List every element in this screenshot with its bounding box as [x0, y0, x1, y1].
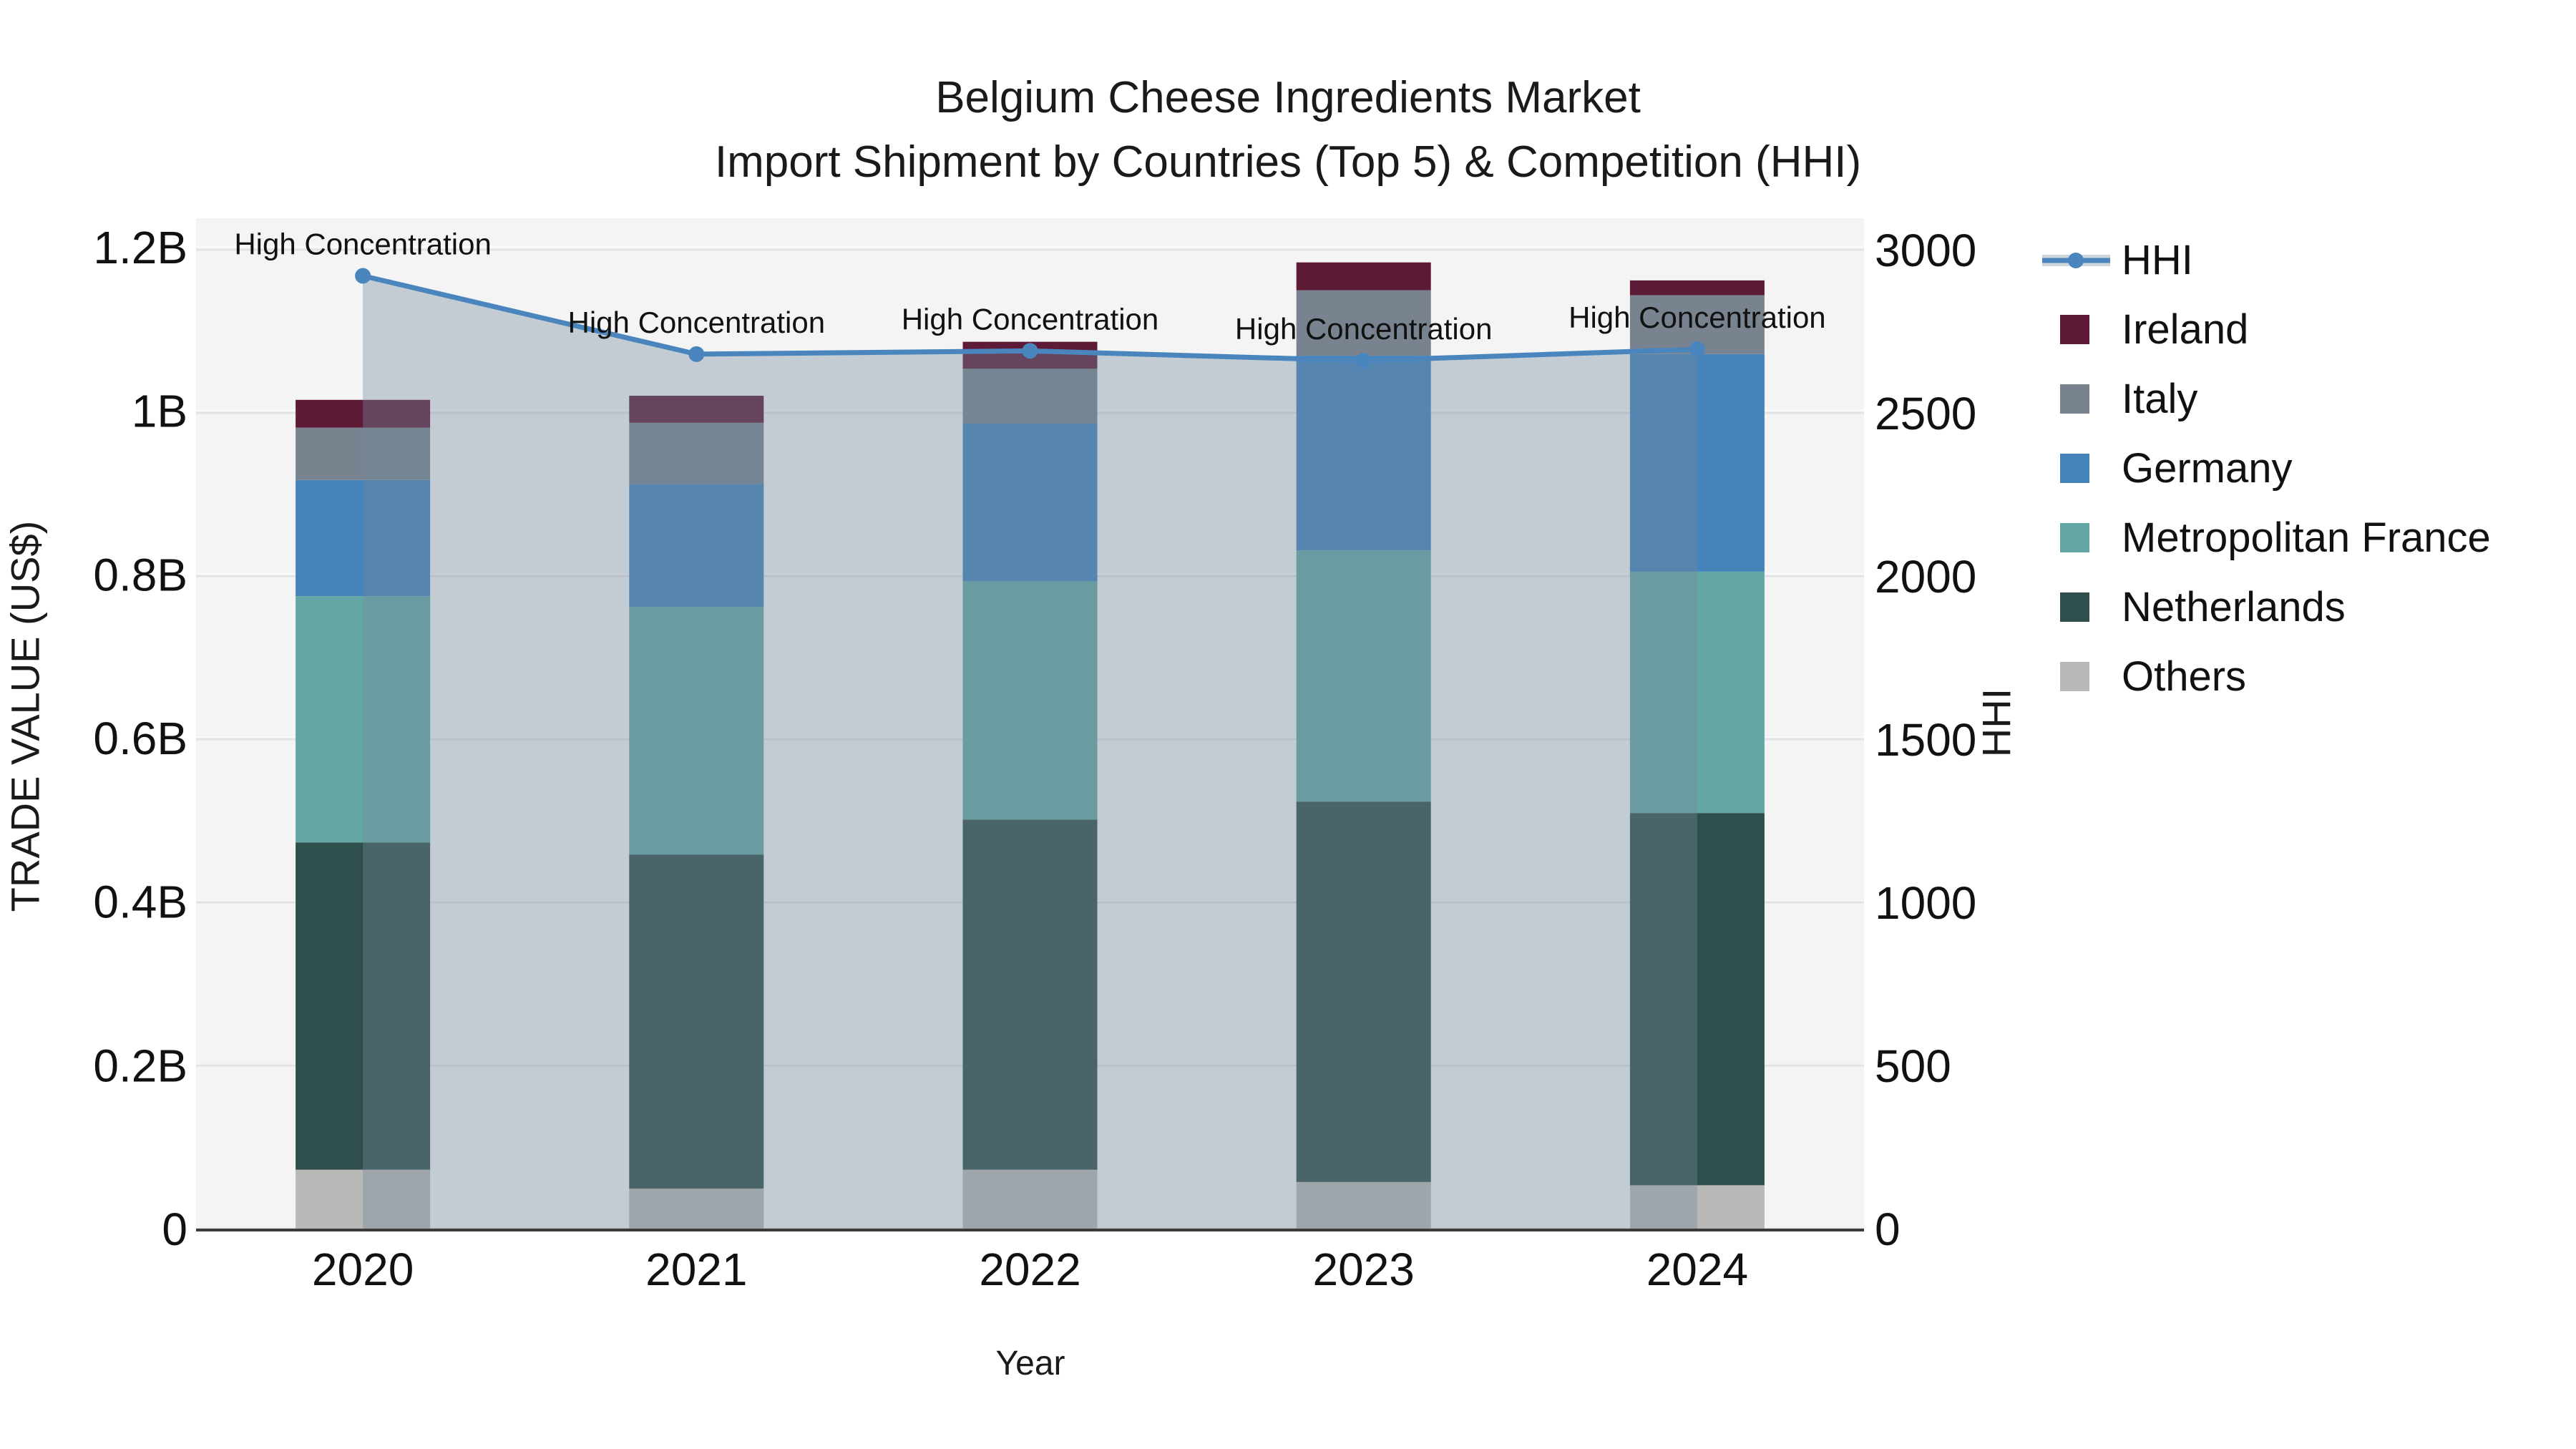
- legend-label-netherlands: Netherlands: [2122, 584, 2346, 630]
- annotation-high-concentration: High Concentration: [234, 227, 492, 260]
- bar-segment-2021-italy: [629, 422, 764, 484]
- bar-segment-2024-others: [1629, 1185, 1765, 1229]
- x-tick-label: 2020: [312, 1244, 414, 1295]
- legend-item-germany: Germany: [2042, 434, 2491, 503]
- bar-segment-2020-metropolitan-france: [296, 596, 431, 843]
- legend-color-swatch-icon: [2042, 662, 2110, 691]
- annotation-high-concentration: High Concentration: [1235, 312, 1493, 346]
- y-tick-label-left: 1.2B: [93, 222, 187, 273]
- bar-segment-2020-ireland: [296, 399, 431, 428]
- legend: HHI Ireland Italy Germany Metropolitan Franc…: [2042, 225, 2491, 711]
- annotation-high-concentration: High Concentration: [568, 306, 826, 339]
- bar-segment-2023-ireland: [1296, 262, 1431, 291]
- y-tick-label-left: 1B: [132, 386, 187, 437]
- bar-segment-2023-netherlands: [1296, 801, 1431, 1182]
- bar-segment-2022-netherlands: [962, 819, 1098, 1170]
- bar-segment-2020-others: [296, 1169, 431, 1229]
- y-tick-label-left: 0.2B: [93, 1040, 187, 1091]
- bar-segment-2022-germany: [962, 423, 1098, 582]
- bar-segment-2021-germany: [629, 484, 764, 608]
- legend-color-swatch-icon: [2042, 315, 2110, 344]
- y-tick-label-right: 1000: [1875, 877, 1976, 929]
- legend-color-swatch-icon: [2042, 523, 2110, 552]
- y-tick-label-right: 500: [1875, 1040, 1951, 1092]
- annotation-high-concentration: High Concentration: [902, 302, 1159, 336]
- bar-segment-2020-germany: [296, 479, 431, 597]
- annotation-high-concentration: High Concentration: [1568, 301, 1826, 334]
- hhi-marker-2023: [1355, 353, 1372, 369]
- legend-label-others: Others: [2122, 653, 2247, 700]
- x-tick-label: 2024: [1646, 1244, 1748, 1295]
- bar-segment-2020-netherlands: [296, 842, 431, 1170]
- bar-segment-2024-germany: [1629, 353, 1765, 572]
- y-tick-label-left: 0.4B: [93, 877, 187, 928]
- bar-segment-2022-italy: [962, 369, 1098, 424]
- y-axis-label-right: HHI: [1974, 688, 2019, 758]
- bar-segment-2022-metropolitan-france: [962, 581, 1098, 820]
- x-axis-label: Year: [995, 1345, 1065, 1382]
- bar-segment-2021-metropolitan-france: [629, 607, 764, 855]
- y-tick-label-right: 2000: [1875, 551, 1976, 602]
- y-tick-label-left: 0.6B: [93, 713, 187, 764]
- legend-label-ireland: Ireland: [2122, 306, 2249, 353]
- bar-segment-2023-germany: [1296, 356, 1431, 551]
- hhi-marker-2022: [1022, 343, 1038, 359]
- legend-item-others: Others: [2042, 642, 2491, 711]
- bar-segment-2024-ireland: [1629, 280, 1765, 296]
- chart-title: Belgium Cheese Ingredients Market Import…: [0, 66, 2576, 195]
- bar-segment-2023-italy: [1296, 290, 1431, 356]
- y-axis-label-left: TRADE VALUE (US$): [2, 520, 48, 912]
- legend-color-swatch-icon: [2042, 454, 2110, 483]
- y-tick-label-right: 2500: [1875, 388, 1976, 439]
- y-tick-label-right: 1500: [1875, 714, 1976, 766]
- bar-segment-2023-others: [1296, 1181, 1431, 1229]
- legend-item-ireland: Ireland: [2042, 295, 2491, 364]
- y-tick-label-left: 0: [162, 1204, 187, 1255]
- legend-color-box-ireland: [2060, 315, 2089, 344]
- bar-segment-2021-netherlands: [629, 854, 764, 1189]
- hhi-marker-2024: [1689, 341, 1705, 358]
- legend-item-italy: Italy: [2042, 364, 2491, 434]
- x-tick-label: 2021: [645, 1244, 747, 1295]
- legend-item-netherlands: Netherlands: [2042, 572, 2491, 642]
- legend-item-hhi: HHI: [2042, 225, 2491, 295]
- hhi-marker-2021: [688, 346, 705, 362]
- legend-label-metropolitan-france: Metropolitan France: [2122, 514, 2491, 561]
- hhi-line-swatch-icon: [2042, 245, 2110, 275]
- legend-color-swatch-icon: [2042, 384, 2110, 414]
- bar-segment-2023-metropolitan-france: [1296, 550, 1431, 802]
- chart-title-line2: Import Shipment by Countries (Top 5) & C…: [714, 137, 1862, 187]
- bar-segment-2021-ireland: [629, 396, 764, 423]
- bar-segment-2020-italy: [296, 427, 431, 480]
- legend-label-germany: Germany: [2122, 445, 2293, 492]
- legend-color-box-metropolitan-france: [2060, 523, 2089, 552]
- x-tick-label: 2022: [979, 1244, 1080, 1295]
- legend-color-box-germany: [2060, 454, 2089, 483]
- bar-segment-2021-others: [629, 1188, 764, 1229]
- hhi-area: [363, 275, 1697, 1229]
- chart-title-line1: Belgium Cheese Ingredients Market: [935, 73, 1641, 122]
- legend-color-box-italy: [2060, 384, 2089, 414]
- legend-item-metropolitan-france: Metropolitan France: [2042, 503, 2491, 572]
- bar-segment-2024-metropolitan-france: [1629, 571, 1765, 814]
- x-tick-label: 2023: [1313, 1244, 1415, 1295]
- y-tick-label-right: 3000: [1875, 225, 1976, 276]
- y-tick-label-left: 0.8B: [93, 549, 187, 600]
- hhi-marker-2020: [355, 268, 371, 284]
- legend-color-box-netherlands: [2060, 592, 2089, 622]
- legend-color-box-others: [2060, 662, 2089, 691]
- bar-segment-2022-others: [962, 1169, 1098, 1229]
- legend-label-hhi: HHI: [2122, 237, 2193, 283]
- bar-segment-2024-netherlands: [1629, 813, 1765, 1186]
- legend-color-swatch-icon: [2042, 592, 2110, 622]
- y-tick-label-right: 0: [1875, 1204, 1901, 1255]
- legend-label-italy: Italy: [2122, 376, 2198, 422]
